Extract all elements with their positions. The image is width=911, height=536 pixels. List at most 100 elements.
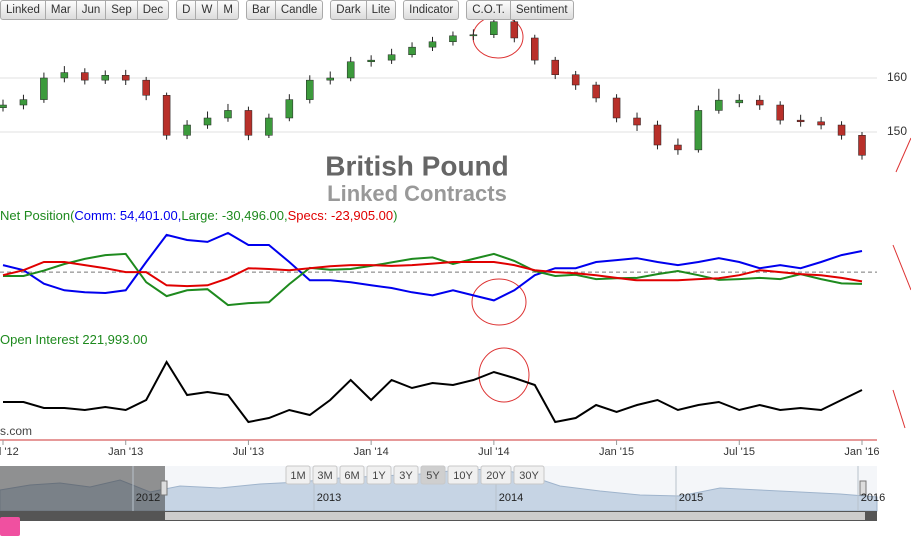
x-tick-label: Jan '16: [844, 446, 879, 458]
range-button[interactable]: [447, 465, 479, 485]
candle-body: [428, 41, 437, 48]
candle-body: [306, 79, 314, 100]
pink-marker: [0, 517, 20, 536]
candle-body: [490, 21, 498, 35]
legend-text: Comm: 54,401.00,: [74, 208, 181, 223]
navigator-year: 2013: [317, 492, 341, 504]
x-tick-label: Jul '13: [233, 446, 264, 458]
y-tick-label: 160: [887, 70, 907, 84]
candle-body: [387, 54, 396, 61]
toolbar-button[interactable]: Mar: [45, 0, 77, 20]
candle-body: [755, 99, 764, 106]
navigator-handle[interactable]: [160, 480, 168, 496]
range-label: 20Y: [486, 470, 506, 482]
range-button[interactable]: [339, 465, 365, 485]
toolbar-button[interactable]: Dark: [330, 0, 367, 20]
range-label: 1M: [290, 470, 305, 482]
range-button[interactable]: [420, 465, 446, 485]
button-group: Bar Candle: [245, 0, 324, 20]
candle-body: [837, 124, 846, 136]
series-line: [2, 231, 863, 302]
annotation-line: [892, 389, 906, 429]
candle-body: [346, 61, 355, 79]
candle-body: [510, 21, 519, 39]
annotation-line: [895, 137, 911, 173]
candle-body: [715, 99, 723, 111]
candle-body: [776, 104, 784, 121]
toolbar-button[interactable]: Candle: [275, 0, 324, 20]
legend-text: Specs: -23,905.00: [288, 208, 394, 223]
toolbar-button[interactable]: W: [196, 0, 219, 20]
toolbar-button[interactable]: Indicator: [403, 0, 460, 20]
candle-body: [694, 110, 703, 151]
range-label: 30Y: [519, 470, 539, 482]
toolbar-button[interactable]: Jun: [76, 0, 107, 20]
range-label: 6M: [344, 470, 359, 482]
toolbar-button[interactable]: Linked: [0, 0, 46, 20]
candle-body: [183, 124, 191, 136]
candle-body: [817, 121, 825, 126]
candle-body: [81, 72, 89, 81]
panel-title: Net Position(Comm: 54,401.00,Large: -30,…: [0, 208, 398, 223]
candle-body: [531, 37, 539, 61]
toolbar-button[interactable]: Sep: [106, 0, 138, 20]
toolbar-button[interactable]: Bar: [245, 0, 276, 20]
x-tick-label: Jan '13: [108, 446, 143, 458]
x-tick-label: Jan '14: [354, 446, 389, 458]
watermark: s.com: [0, 424, 32, 438]
range-button[interactable]: [312, 465, 338, 485]
range-button[interactable]: [285, 465, 311, 485]
range-label: 1Y: [372, 470, 386, 482]
chart-title: British Pound: [325, 150, 509, 181]
legend-text: Large: -30,496.00,: [181, 208, 287, 223]
candle-body: [101, 75, 110, 81]
button-group: Indicator: [403, 0, 460, 20]
scrollbar-thumb[interactable]: [165, 512, 865, 520]
toolbar-button[interactable]: Dec: [137, 0, 170, 20]
candle-body: [0, 104, 7, 108]
candle-body: [571, 74, 580, 86]
range-label: 5Y: [426, 470, 440, 482]
button-group: C.O.T. Sentiment: [466, 0, 574, 20]
candle-body: [367, 59, 375, 63]
range-button[interactable]: [480, 465, 512, 485]
toolbar-button[interactable]: Lite: [366, 0, 397, 20]
toolbar-button[interactable]: C.O.T.: [466, 0, 511, 20]
button-group: Linked Mar Jun Sep Dec: [0, 0, 170, 20]
range-button[interactable]: [513, 465, 545, 485]
candle-body: [244, 110, 253, 136]
candle-body: [121, 75, 130, 81]
candle-body: [551, 59, 559, 75]
x-tick-label: Jul '12: [0, 446, 19, 458]
candle-body: [326, 77, 334, 81]
candle-body: [858, 135, 866, 156]
candle-body: [612, 97, 621, 119]
navigator-handle[interactable]: [859, 480, 867, 496]
series-line: [3, 252, 863, 307]
annotation-line: [892, 244, 911, 291]
panel-title: Open Interest 221,993.00: [0, 332, 147, 347]
candle-body: [796, 119, 805, 123]
candle-body: [142, 79, 150, 96]
range-button[interactable]: [366, 465, 392, 485]
chart-subtitle: Linked Contracts: [327, 181, 507, 206]
navigator-year: 2012: [136, 492, 160, 504]
range-label: 3M: [317, 470, 332, 482]
candle-body: [653, 124, 662, 146]
y-tick-label: 150: [887, 124, 907, 138]
navigator-year: 2016: [861, 492, 885, 504]
range-button[interactable]: [393, 465, 419, 485]
toolbar-button[interactable]: M: [218, 0, 239, 20]
toolbar-button[interactable]: D: [176, 0, 197, 20]
candle-body: [285, 99, 294, 119]
legend-text: Net Position(: [0, 208, 75, 223]
candle-body: [633, 117, 641, 126]
candle-body: [19, 99, 28, 106]
candle-body: [735, 99, 744, 104]
x-tick-label: Jul '14: [478, 446, 509, 458]
toolbar-button[interactable]: Sentiment: [510, 0, 574, 20]
x-tick-label: Jul '15: [724, 446, 755, 458]
series-line: [3, 360, 863, 424]
